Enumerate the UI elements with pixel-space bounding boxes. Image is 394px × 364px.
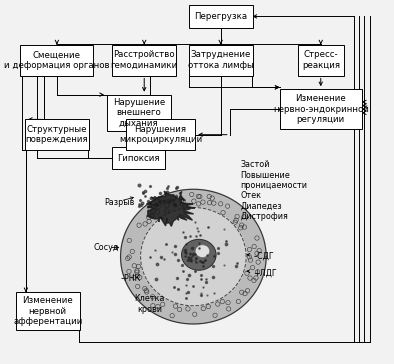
Text: –СДГ: –СДГ xyxy=(253,252,274,261)
Text: Смещение
и деформация органов: Смещение и деформация органов xyxy=(4,50,110,70)
Text: Сосуд: Сосуд xyxy=(93,243,119,252)
Ellipse shape xyxy=(195,245,210,258)
Text: +ЛДГ: +ЛДГ xyxy=(253,269,277,277)
Ellipse shape xyxy=(182,240,216,270)
Text: Расстройство
гемодинамики: Расстройство гемодинамики xyxy=(111,50,178,70)
Text: Изменение
нервно-эндокринной
регуляции: Изменение нервно-эндокринной регуляции xyxy=(273,94,369,124)
Text: Структурные
повреждения: Структурные повреждения xyxy=(26,125,88,145)
FancyBboxPatch shape xyxy=(189,4,253,28)
Polygon shape xyxy=(121,189,266,324)
Text: Нарушения
микроциркуляции: Нарушения микроциркуляции xyxy=(119,125,202,145)
FancyBboxPatch shape xyxy=(107,95,171,131)
Text: Клетка
крови: Клетка крови xyxy=(134,294,165,314)
FancyBboxPatch shape xyxy=(280,89,362,129)
Text: –РНК: –РНК xyxy=(121,274,141,283)
Text: Затруднение
оттока лимфы: Затруднение оттока лимфы xyxy=(188,50,253,70)
FancyBboxPatch shape xyxy=(298,45,344,76)
Polygon shape xyxy=(141,207,246,306)
Text: Гипоксия: Гипоксия xyxy=(117,154,160,163)
FancyBboxPatch shape xyxy=(25,119,89,150)
FancyBboxPatch shape xyxy=(189,45,253,76)
FancyBboxPatch shape xyxy=(16,292,80,331)
FancyBboxPatch shape xyxy=(112,45,176,76)
Text: Застой
Повышение
проницаемости
Отек
Диапедез
Дистрофия: Застой Повышение проницаемости Отек Диап… xyxy=(241,160,308,221)
Polygon shape xyxy=(147,191,195,226)
Text: Перегрузка: Перегрузка xyxy=(194,12,247,21)
Text: Разрыв: Разрыв xyxy=(104,198,135,206)
FancyBboxPatch shape xyxy=(112,147,165,169)
Text: Изменение
нервной
афферентации: Изменение нервной афферентации xyxy=(13,296,82,326)
FancyBboxPatch shape xyxy=(126,119,195,150)
Text: Стресс-
реакция: Стресс- реакция xyxy=(302,50,340,70)
FancyBboxPatch shape xyxy=(20,45,93,76)
Text: Нарушение
внешнего
дыхания: Нарушение внешнего дыхания xyxy=(113,98,165,128)
